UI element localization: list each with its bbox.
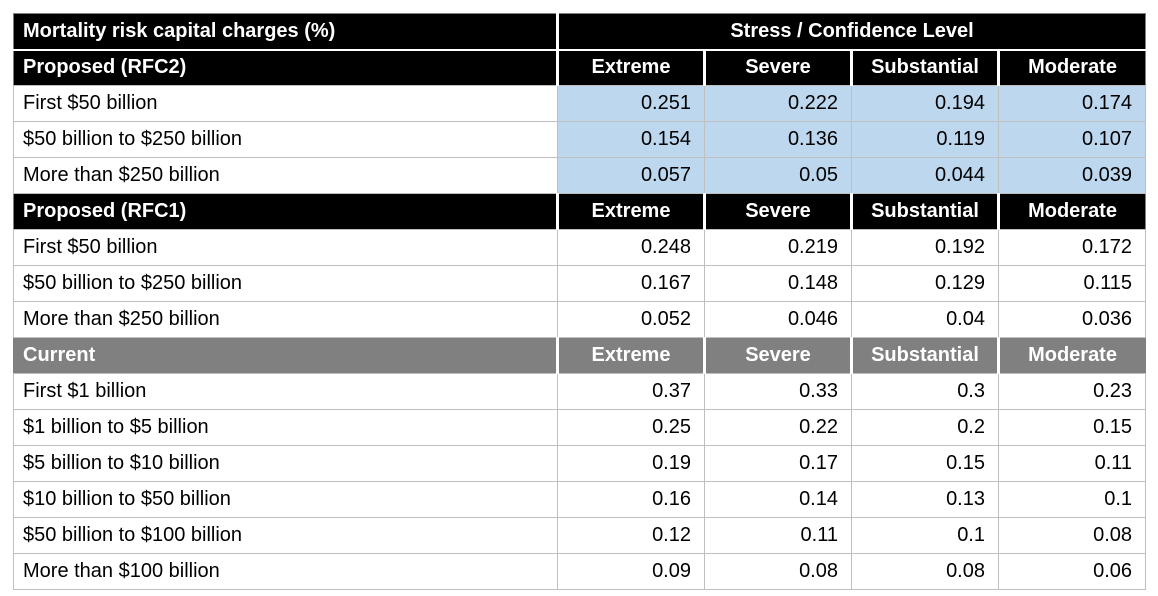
table-row: $5 billion to $10 billion 0.19 0.17 0.15 0.1… [13, 445, 1147, 482]
value-cell: 0.33 [704, 373, 852, 410]
value-cell: 0.3 [851, 373, 999, 410]
value-cell: 0.09 [557, 553, 705, 590]
table-row: More than $250 billion 0.052 0.046 0.04 0.03… [13, 301, 1147, 338]
table-row: $50 billion to $250 billion 0.167 0.148 0.1… [13, 265, 1147, 302]
value-cell: 0.1 [851, 517, 999, 554]
value-cell: 0.11 [997, 445, 1147, 482]
section-header-row: Proposed (RFC1) Extreme Severe Substantial M… [13, 193, 1146, 230]
value-cell: 0.251 [557, 85, 705, 122]
value-cell: 0.154 [557, 121, 705, 158]
column-header-cell: Moderate [996, 337, 1146, 374]
table-row: First $50 billion 0.251 0.222 0.194 0.174 [13, 85, 1147, 122]
table-row: $1 billion to $5 billion 0.25 0.22 0.2 0.15 [13, 409, 1147, 446]
value-cell: 0.115 [997, 265, 1147, 302]
table-title: Mortality risk capital charges (%) [13, 13, 558, 50]
value-cell: 0.11 [704, 517, 852, 554]
value-cell: 0.148 [704, 265, 852, 302]
value-cell: 0.107 [997, 121, 1147, 158]
value-cell: 0.136 [704, 121, 852, 158]
value-cell: 0.06 [997, 553, 1147, 590]
value-cell: 0.044 [851, 157, 999, 194]
value-cell: 0.248 [557, 229, 705, 266]
row-label-cell: More than $250 billion [13, 157, 558, 194]
title-row: Mortality risk capital charges (%) Stres… [13, 13, 1146, 50]
value-cell: 0.172 [997, 229, 1147, 266]
value-cell: 0.039 [997, 157, 1147, 194]
section-header-label: Proposed (RFC2) [13, 48, 558, 86]
row-label-cell: $50 billion to $100 billion [13, 517, 558, 554]
value-cell: 0.19 [557, 445, 705, 482]
value-cell: 0.05 [704, 157, 852, 194]
value-cell: 0.14 [704, 481, 852, 518]
value-cell: 0.16 [557, 481, 705, 518]
column-header-cell: Substantial [850, 48, 999, 86]
section-header-label: Proposed (RFC1) [13, 193, 558, 230]
value-cell: 0.167 [557, 265, 705, 302]
table-row: $50 billion to $100 billion 0.12 0.11 0.1 0.… [13, 517, 1147, 554]
value-cell: 0.219 [704, 229, 852, 266]
row-label-cell: First $50 billion [13, 229, 558, 266]
table-row: First $50 billion 0.248 0.219 0.192 0.172 [13, 229, 1147, 266]
value-cell: 0.192 [851, 229, 999, 266]
column-header-cell: Severe [703, 48, 852, 86]
value-cell: 0.046 [704, 301, 852, 338]
column-header-cell: Extreme [556, 48, 705, 86]
row-label-cell: $50 billion to $250 billion [13, 265, 558, 302]
value-cell: 0.13 [851, 481, 999, 518]
row-label-cell: First $50 billion [13, 85, 558, 122]
value-cell: 0.2 [851, 409, 999, 446]
row-label-cell: First $1 billion [13, 373, 558, 410]
column-header-cell: Extreme [556, 337, 705, 374]
value-cell: 0.08 [997, 517, 1147, 554]
value-cell: 0.15 [997, 409, 1147, 446]
column-header-cell: Moderate [996, 193, 1146, 230]
value-cell: 0.25 [557, 409, 705, 446]
table-body: Mortality risk capital charges (%) Stres… [13, 13, 1147, 590]
value-cell: 0.04 [851, 301, 999, 338]
table-row: More than $250 billion 0.057 0.05 0.044 0.03… [13, 157, 1147, 194]
value-cell: 0.036 [997, 301, 1147, 338]
table-row: $10 billion to $50 billion 0.16 0.14 0.13 0.… [13, 481, 1147, 518]
table-row: More than $100 billion 0.09 0.08 0.08 0.06 [13, 553, 1147, 590]
row-label-cell: $5 billion to $10 billion [13, 445, 558, 482]
row-label-cell: $10 billion to $50 billion [13, 481, 558, 518]
column-header-cell: Substantial [850, 337, 999, 374]
value-cell: 0.23 [997, 373, 1147, 410]
section-header-label: Current [13, 337, 558, 374]
column-header-cell: Moderate [996, 48, 1146, 86]
value-cell: 0.15 [851, 445, 999, 482]
row-label-cell: More than $250 billion [13, 301, 558, 338]
value-cell: 0.08 [704, 553, 852, 590]
column-header-cell: Extreme [556, 193, 705, 230]
section-header-row: Proposed (RFC2) Extreme Severe Substantial M… [13, 48, 1146, 86]
column-header-cell: Severe [703, 193, 852, 230]
value-cell: 0.22 [704, 409, 852, 446]
row-label-cell: $1 billion to $5 billion [13, 409, 558, 446]
column-header-cell: Severe [703, 337, 852, 374]
mortality-capital-charges-table: Mortality risk capital charges (%) Stres… [13, 13, 1147, 590]
value-cell: 0.174 [997, 85, 1147, 122]
mortality-capital-charges-table-container: Mortality risk capital charges (%) Stres… [13, 13, 1147, 590]
value-cell: 0.08 [851, 553, 999, 590]
column-header-cell: Substantial [850, 193, 999, 230]
value-cell: 0.052 [557, 301, 705, 338]
value-cell: 0.37 [557, 373, 705, 410]
value-cell: 0.194 [851, 85, 999, 122]
table-row: First $1 billion 0.37 0.33 0.3 0.23 [13, 373, 1147, 410]
table-row: $50 billion to $250 billion 0.154 0.136 0.1… [13, 121, 1147, 158]
row-label-cell: $50 billion to $250 billion [13, 121, 558, 158]
row-label-cell: More than $100 billion [13, 553, 558, 590]
value-cell: 0.17 [704, 445, 852, 482]
stress-confidence-level-header: Stress / Confidence Level [555, 13, 1146, 50]
value-cell: 0.119 [851, 121, 999, 158]
value-cell: 0.1 [997, 481, 1147, 518]
value-cell: 0.129 [851, 265, 999, 302]
value-cell: 0.057 [557, 157, 705, 194]
value-cell: 0.222 [704, 85, 852, 122]
section-header-row: Current Extreme Severe Substantial Moderate [13, 337, 1146, 374]
value-cell: 0.12 [557, 517, 705, 554]
